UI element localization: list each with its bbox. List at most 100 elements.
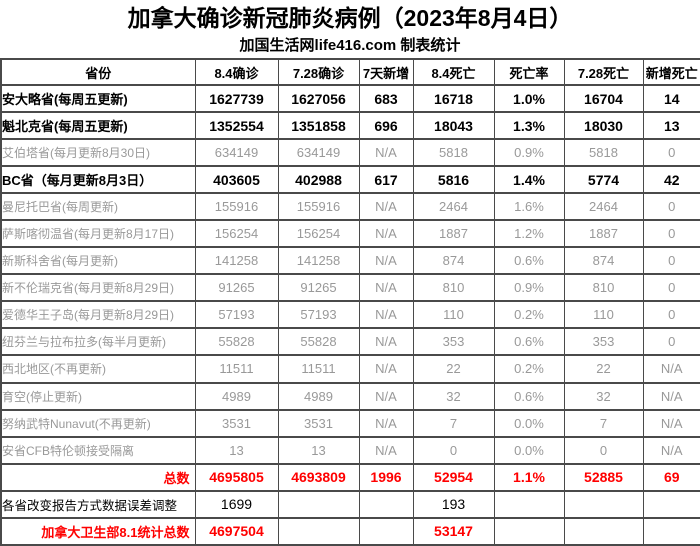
table-row: 新不伦瑞克省(每月更新8月29日) 91265 91265 N/A 810 0.9% 810… (0, 273, 700, 303)
table-row: 魁北克省(每周五更新) 1352554 1351858 696 18043 1.3% 180… (0, 111, 700, 141)
row-label: 萨斯喀彻温省(每月更新8月17日) (0, 219, 196, 249)
value-cell: 11511 (277, 354, 360, 384)
value-cell: 3531 (194, 408, 279, 438)
value-cell (277, 489, 360, 519)
value-cell: 4989 (194, 381, 279, 411)
value-cell: 4697504 (194, 516, 279, 546)
value-cell: 32 (563, 381, 644, 411)
value-cell: 110 (412, 300, 495, 330)
value-cell: 11511 (194, 354, 279, 384)
value-cell: 13 (277, 435, 360, 465)
value-cell: 0.6% (493, 381, 565, 411)
value-cell: 16704 (563, 83, 644, 114)
value-cell: N/A (642, 354, 700, 384)
value-cell: 1.2% (493, 219, 565, 249)
value-cell (277, 516, 360, 546)
value-cell: 1.6% (493, 192, 565, 222)
row-label: 西北地区(不再更新) (0, 354, 196, 384)
row-label: 曼尼托巴省(每周更新) (0, 192, 196, 222)
row-label: 艾伯塔省(每月更新8月30日) (0, 138, 196, 168)
value-cell: 110 (563, 300, 644, 330)
value-cell (493, 516, 565, 546)
value-cell: 1351858 (277, 111, 360, 141)
value-cell: 0.9% (493, 273, 565, 303)
value-cell: 0 (642, 138, 700, 168)
table-row: 总数 4695805 4693809 1996 52954 1.1% 52885 69 (0, 462, 700, 492)
value-cell: 91265 (277, 273, 360, 303)
value-cell: N/A (358, 300, 414, 330)
value-cell: 874 (412, 246, 495, 276)
value-cell: 403605 (194, 165, 279, 195)
value-cell: 683 (358, 83, 414, 114)
value-cell (642, 489, 700, 519)
value-cell: 4989 (277, 381, 360, 411)
value-cell: 1887 (563, 219, 644, 249)
value-cell: N/A (358, 435, 414, 465)
value-cell: 0 (563, 435, 644, 465)
value-cell: 69 (642, 462, 700, 492)
value-cell: 874 (563, 246, 644, 276)
value-cell (563, 516, 644, 546)
table-row: 加拿大卫生部8.1统计总数 4697504 53147 (0, 516, 700, 546)
value-cell: 7 (563, 408, 644, 438)
value-cell: 5818 (412, 138, 495, 168)
value-cell: N/A (642, 381, 700, 411)
value-cell: N/A (358, 246, 414, 276)
row-label: 努纳武特Nunavut(不再更新) (0, 408, 196, 438)
table-row: 安省CFB特伦顿接受隔离 13 13 N/A 0 0.0% 0 N/A (0, 435, 700, 465)
value-cell: 1.0% (493, 83, 565, 114)
value-cell: 14 (642, 83, 700, 114)
value-cell: 0 (642, 219, 700, 249)
value-cell: 0 (642, 246, 700, 276)
value-cell: 0.2% (493, 354, 565, 384)
value-cell: 52885 (563, 462, 644, 492)
column-header-new-deaths: 新增死亡 (642, 58, 700, 86)
value-cell: 1699 (194, 489, 279, 519)
value-cell: 634149 (194, 138, 279, 168)
value-cell: 3531 (277, 408, 360, 438)
row-label: 纽芬兰与拉布拉多(每半月更新) (0, 327, 196, 357)
value-cell: 0.2% (493, 300, 565, 330)
value-cell: 0.0% (493, 435, 565, 465)
value-cell: 0.9% (493, 138, 565, 168)
value-cell: 810 (412, 273, 495, 303)
value-cell: 0 (642, 273, 700, 303)
value-cell: 402988 (277, 165, 360, 195)
row-label: 加拿大卫生部8.1统计总数 (0, 516, 196, 546)
value-cell: 22 (563, 354, 644, 384)
row-label: 新不伦瑞克省(每月更新8月29日) (0, 273, 196, 303)
table-row: 新斯科舍省(每月更新) 141258 141258 N/A 874 0.6% 874 0 (0, 246, 700, 276)
column-header-province: 省份 (0, 58, 196, 86)
table-row: 艾伯塔省(每月更新8月30日) 634149 634149 N/A 5818 0.9% 58… (0, 138, 700, 168)
value-cell: N/A (358, 219, 414, 249)
row-label: 爱德华王子岛(每月更新8月29日) (0, 300, 196, 330)
value-cell: 52954 (412, 462, 495, 492)
covid-table: 省份 8.4确诊 7.28确诊 7天新增 8.4死亡 死亡率 7.28死亡 新增… (0, 58, 700, 546)
value-cell: 353 (563, 327, 644, 357)
table-row: 努纳武特Nunavut(不再更新) 3531 3531 N/A 7 0.0% 7 N/A (0, 408, 700, 438)
header-row: 省份 8.4确诊 7.28确诊 7天新增 8.4死亡 死亡率 7.28死亡 新增… (0, 58, 700, 86)
value-cell: 1627739 (194, 83, 279, 114)
value-cell: 16718 (412, 83, 495, 114)
table-row: 西北地区(不再更新) 11511 11511 N/A 22 0.2% 22 N/A (0, 354, 700, 384)
value-cell: N/A (642, 435, 700, 465)
value-cell: N/A (358, 381, 414, 411)
value-cell: 0 (642, 300, 700, 330)
value-cell: 5816 (412, 165, 495, 195)
value-cell: 810 (563, 273, 644, 303)
value-cell: 7 (412, 408, 495, 438)
value-cell: 193 (412, 489, 495, 519)
table-row: BC省（每月更新8月3日） 403605 402988 617 5816 1.4% 5774… (0, 165, 700, 195)
value-cell: 13 (642, 111, 700, 141)
value-cell: 53147 (412, 516, 495, 546)
value-cell: 141258 (194, 246, 279, 276)
table-row: 曼尼托巴省(每周更新) 155916 155916 N/A 2464 1.6% 2464 0 (0, 192, 700, 222)
value-cell: N/A (358, 327, 414, 357)
value-cell: 0 (642, 192, 700, 222)
value-cell: 155916 (277, 192, 360, 222)
value-cell: 0.6% (493, 327, 565, 357)
row-label: 各省改变报告方式数据误差调整 (0, 489, 196, 519)
value-cell: 353 (412, 327, 495, 357)
value-cell: 22 (412, 354, 495, 384)
